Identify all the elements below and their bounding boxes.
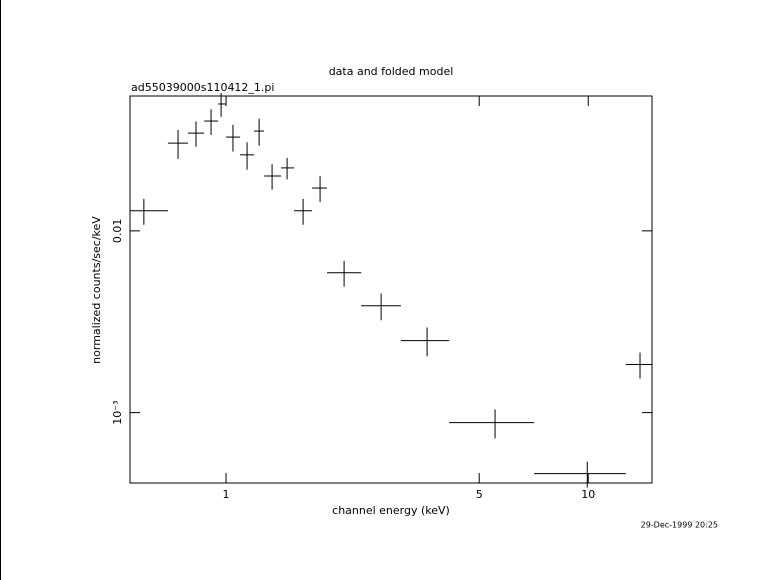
x-tick-label: 1 <box>223 488 230 501</box>
x-axis-label: channel energy (keV) <box>332 504 450 517</box>
y-tick-label: 0.01 <box>111 219 124 244</box>
chart-title: data and folded model <box>329 65 454 78</box>
chart-subtitle: ad55039000s110412_1.pi <box>131 81 274 94</box>
y-axis-label: normalized counts/sec/keV <box>90 216 103 364</box>
timestamp: 29-Dec-1999 20:25 <box>641 521 718 530</box>
x-tick-label: 5 <box>476 488 483 501</box>
x-tick-label: 10 <box>581 488 595 501</box>
plot-frame <box>129 95 653 484</box>
y-tick-label: 10⁻³ <box>111 401 124 425</box>
